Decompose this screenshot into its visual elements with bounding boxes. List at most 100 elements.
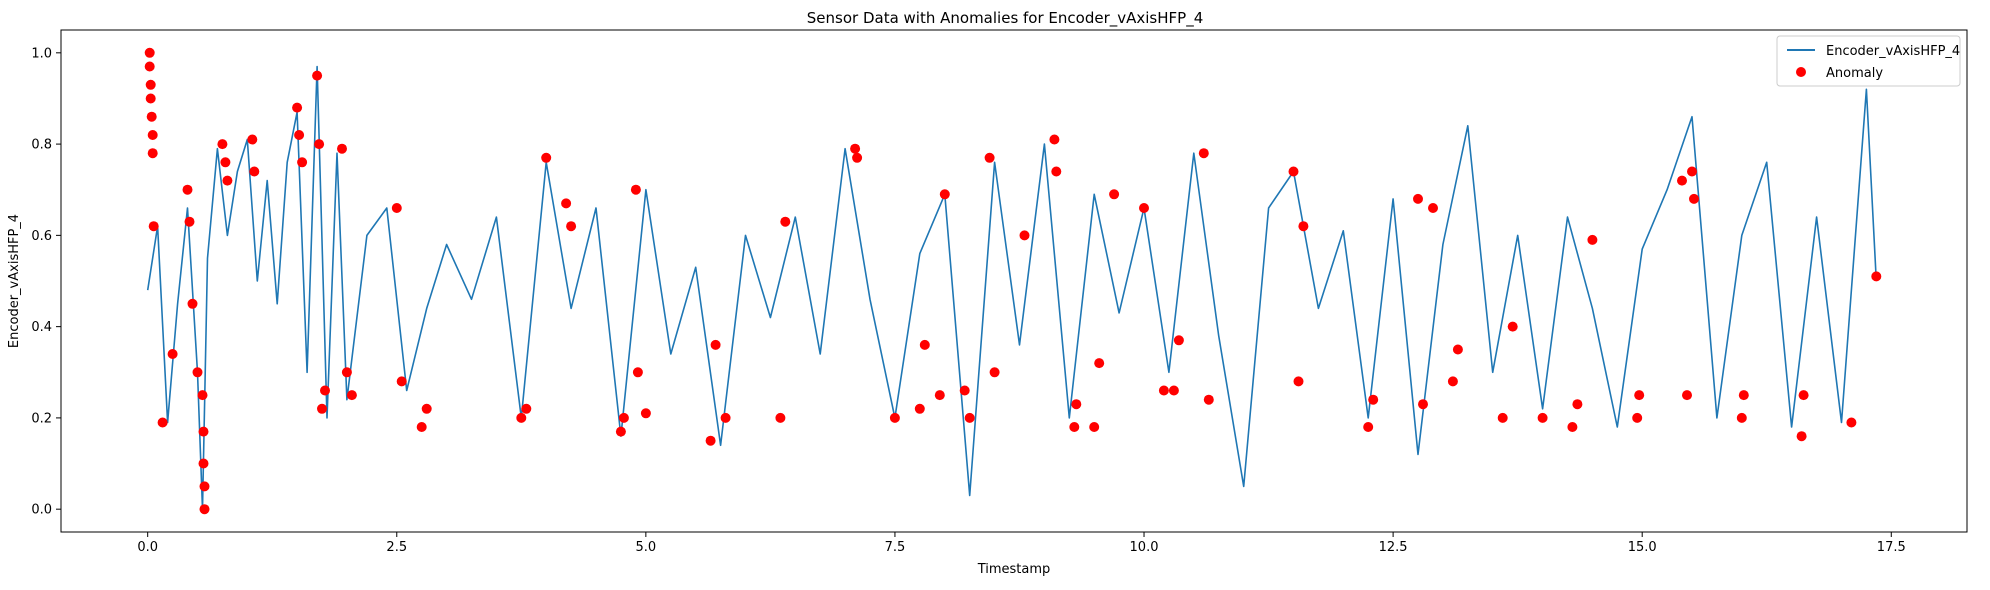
anomaly-point xyxy=(1452,344,1463,355)
anomaly-point xyxy=(1687,166,1697,177)
anomaly-point xyxy=(247,134,258,145)
anomaly-point xyxy=(317,403,327,414)
anomaly-point xyxy=(964,412,975,423)
anomaly-point xyxy=(1089,422,1100,432)
anomaly-point xyxy=(148,221,159,232)
anomaly-point xyxy=(391,203,402,213)
anomaly-point xyxy=(566,221,577,232)
y-tick-label: 0.4 xyxy=(31,320,52,335)
anomaly-point xyxy=(516,412,527,423)
anomaly-point xyxy=(1071,399,1082,410)
legend-label-series: Encoder_vAxisHFP_4 xyxy=(1826,44,1960,59)
anomaly-point xyxy=(720,412,731,423)
anomaly-point xyxy=(198,426,209,437)
x-tick-label: 15.0 xyxy=(1628,540,1657,555)
anomaly-point xyxy=(632,367,643,378)
anomaly-point xyxy=(1198,148,1209,159)
anomaly-point xyxy=(217,139,228,150)
x-tick-label: 0.0 xyxy=(137,540,158,555)
anomaly-point xyxy=(147,130,158,140)
anomaly-point xyxy=(144,47,155,58)
anomaly-point xyxy=(1507,321,1518,332)
anomaly-point xyxy=(1298,221,1309,232)
anomaly-point xyxy=(1682,390,1692,401)
anomaly-point xyxy=(934,390,945,401)
anomaly-point xyxy=(989,367,1000,378)
anomaly-point xyxy=(192,367,203,378)
anomaly-point xyxy=(1069,422,1080,432)
anomaly-point xyxy=(852,152,863,163)
anomaly-point xyxy=(1428,203,1438,213)
anomaly-point xyxy=(199,481,210,492)
anomaly-point xyxy=(1677,175,1687,186)
anomaly-point xyxy=(145,93,156,104)
y-tick-label: 0.0 xyxy=(31,503,52,518)
x-tick-label: 5.0 xyxy=(636,540,657,555)
anomaly-point xyxy=(710,339,721,350)
anomaly-point xyxy=(1689,193,1699,204)
anomaly-point xyxy=(1139,203,1149,213)
x-axis: 0.0 2.5 5.0 7.5 10.0 12.5 15.0 17.5 xyxy=(137,532,1906,555)
legend-box xyxy=(1776,35,1961,87)
anomaly-point xyxy=(1587,234,1598,245)
anomaly-point xyxy=(630,184,641,195)
anomaly-point xyxy=(297,157,308,168)
anomaly-point xyxy=(1019,230,1030,241)
y-axis-label: Encoder_vAxisHFP_4 xyxy=(7,214,22,348)
chart-title: Sensor Data with Anomalies for Encoder_v… xyxy=(807,9,1203,28)
anomaly-point xyxy=(959,385,970,396)
x-tick-label: 10.0 xyxy=(1130,540,1159,555)
anomaly-point xyxy=(1567,422,1578,432)
anomaly-point xyxy=(1049,134,1060,145)
anomaly-point xyxy=(220,157,231,168)
anomaly-point xyxy=(618,412,629,423)
anomaly-point xyxy=(144,61,155,72)
anomaly-point xyxy=(541,152,552,163)
anomaly-point xyxy=(1447,376,1458,387)
plot-area xyxy=(144,47,1882,515)
anomaly-point xyxy=(1368,394,1379,405)
anomaly-point xyxy=(1632,412,1643,423)
anomaly-point xyxy=(984,152,995,163)
anomaly-point xyxy=(1363,422,1374,432)
y-tick-label: 1.0 xyxy=(31,46,52,61)
series-line-encoder xyxy=(146,65,1878,511)
anomaly-point xyxy=(312,70,323,81)
anomaly-point xyxy=(320,385,330,396)
anomaly-point xyxy=(775,412,786,423)
axes-frame xyxy=(60,29,1968,533)
anomaly-point xyxy=(1168,385,1179,396)
anomaly-point xyxy=(292,102,303,113)
anomaly-point xyxy=(1537,412,1548,423)
y-axis: 0.0 0.2 0.4 0.6 0.8 1.0 xyxy=(31,46,61,518)
x-axis-label: Timestamp xyxy=(977,562,1051,577)
legend-dot-swatch xyxy=(1796,67,1806,77)
anomaly-point xyxy=(850,143,861,154)
anomaly-point xyxy=(184,216,195,227)
anomaly-point xyxy=(314,139,325,150)
anomaly-point xyxy=(147,148,158,159)
anomaly-point xyxy=(341,367,352,378)
x-tick-label: 12.5 xyxy=(1379,540,1408,555)
anomaly-point xyxy=(1413,193,1423,204)
x-tick-label: 17.5 xyxy=(1877,540,1906,555)
anomaly-point xyxy=(561,198,572,209)
anomaly-point xyxy=(146,111,157,122)
x-tick-label: 2.5 xyxy=(386,540,407,555)
anomaly-point xyxy=(396,376,407,387)
anomaly-point xyxy=(197,390,208,401)
anomaly-point xyxy=(416,422,427,432)
anomaly-point xyxy=(1288,166,1299,177)
y-tick-label: 0.2 xyxy=(31,411,52,426)
anomaly-point xyxy=(1051,166,1062,177)
anomaly-point xyxy=(1497,412,1508,423)
anomaly-point xyxy=(182,184,193,195)
anomaly-point xyxy=(1109,189,1120,200)
anomaly-point xyxy=(1572,399,1583,410)
anomaly-point xyxy=(914,403,925,414)
anomaly-point xyxy=(521,403,532,414)
anomaly-point xyxy=(1418,399,1428,410)
anomaly-point xyxy=(187,298,198,309)
anomaly-point xyxy=(1736,412,1747,423)
